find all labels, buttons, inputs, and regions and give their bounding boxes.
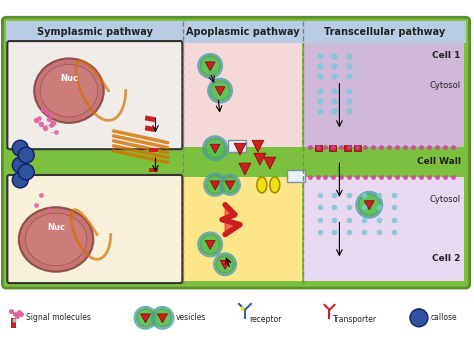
Text: Cell 2: Cell 2 bbox=[432, 254, 461, 263]
Bar bbox=[184, 177, 301, 281]
Ellipse shape bbox=[25, 213, 87, 266]
Text: callose: callose bbox=[431, 313, 457, 322]
Ellipse shape bbox=[34, 58, 104, 123]
FancyArrowPatch shape bbox=[113, 151, 168, 162]
Bar bbox=[345, 145, 351, 151]
Polygon shape bbox=[264, 157, 276, 169]
Circle shape bbox=[358, 194, 380, 216]
Circle shape bbox=[216, 255, 234, 273]
Bar bbox=[354, 145, 361, 151]
Circle shape bbox=[222, 177, 238, 193]
Circle shape bbox=[154, 309, 172, 327]
Polygon shape bbox=[225, 181, 235, 190]
FancyArrowPatch shape bbox=[113, 146, 168, 158]
Polygon shape bbox=[157, 314, 167, 323]
FancyArrowPatch shape bbox=[113, 131, 168, 142]
Text: receptor: receptor bbox=[249, 315, 281, 324]
Text: Cytosol: Cytosol bbox=[429, 81, 461, 90]
Bar bbox=[315, 145, 321, 151]
Polygon shape bbox=[205, 240, 215, 249]
Polygon shape bbox=[254, 153, 266, 165]
FancyArrowPatch shape bbox=[113, 136, 168, 148]
Ellipse shape bbox=[40, 65, 98, 117]
Circle shape bbox=[18, 164, 34, 180]
Text: Nuc: Nuc bbox=[47, 223, 65, 232]
Circle shape bbox=[205, 138, 225, 158]
Text: Transcellular pathway: Transcellular pathway bbox=[324, 27, 445, 37]
Circle shape bbox=[12, 157, 28, 173]
FancyBboxPatch shape bbox=[8, 41, 182, 149]
Circle shape bbox=[137, 309, 155, 327]
Bar bbox=[148, 168, 158, 172]
Polygon shape bbox=[252, 140, 264, 152]
Text: Nuc: Nuc bbox=[60, 74, 78, 83]
Bar bbox=[304, 177, 464, 281]
Circle shape bbox=[12, 172, 28, 188]
Polygon shape bbox=[234, 143, 246, 155]
FancyBboxPatch shape bbox=[2, 17, 470, 288]
Bar bbox=[329, 145, 337, 151]
Text: Symplasmic pathway: Symplasmic pathway bbox=[37, 27, 153, 37]
Text: Signal molecules: Signal molecules bbox=[26, 313, 91, 322]
Polygon shape bbox=[210, 181, 220, 190]
Bar bbox=[11, 318, 16, 328]
Bar bbox=[148, 148, 158, 152]
Text: Cell Wall: Cell Wall bbox=[417, 157, 461, 166]
Bar bbox=[184, 43, 301, 147]
Ellipse shape bbox=[257, 177, 267, 193]
Circle shape bbox=[206, 176, 224, 194]
Bar bbox=[287, 170, 305, 182]
Polygon shape bbox=[239, 163, 251, 175]
Text: vesicles: vesicles bbox=[175, 313, 206, 322]
Ellipse shape bbox=[270, 177, 280, 193]
Polygon shape bbox=[210, 144, 220, 153]
Text: Cell 1: Cell 1 bbox=[432, 51, 461, 60]
Bar bbox=[145, 116, 155, 122]
Circle shape bbox=[18, 147, 34, 163]
FancyBboxPatch shape bbox=[8, 175, 182, 283]
Bar bbox=[304, 43, 464, 147]
Polygon shape bbox=[222, 205, 240, 235]
Bar bbox=[6, 21, 465, 43]
Ellipse shape bbox=[19, 207, 93, 272]
Circle shape bbox=[200, 235, 220, 254]
Text: Apoplasmic pathway: Apoplasmic pathway bbox=[186, 27, 300, 37]
Polygon shape bbox=[215, 87, 225, 96]
Polygon shape bbox=[364, 201, 374, 210]
Polygon shape bbox=[205, 62, 215, 71]
Circle shape bbox=[12, 140, 28, 156]
Bar bbox=[228, 140, 246, 152]
Text: Transporter: Transporter bbox=[333, 315, 378, 324]
Circle shape bbox=[200, 56, 220, 76]
Text: Cytosol: Cytosol bbox=[429, 195, 461, 204]
Bar bbox=[145, 125, 155, 132]
Polygon shape bbox=[141, 314, 151, 323]
Circle shape bbox=[410, 309, 428, 327]
Circle shape bbox=[210, 81, 230, 101]
Polygon shape bbox=[220, 260, 230, 269]
FancyArrowPatch shape bbox=[113, 141, 168, 152]
